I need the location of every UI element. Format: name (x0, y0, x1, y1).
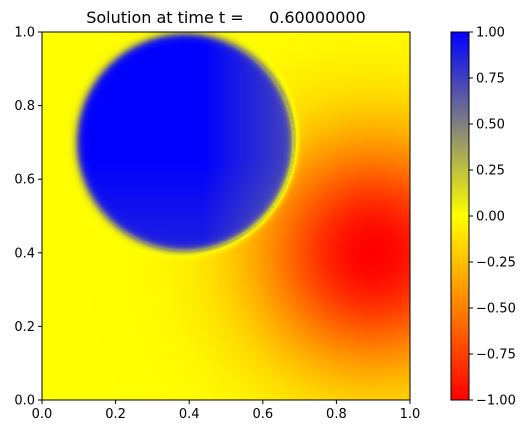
colorbar-ticks: −1.00 −0.75 −0.50 −0.25 0.00 0.25 0.50 0.75 1.00 (469, 26, 516, 409)
colorbar-tick-label: 0.50 (476, 118, 505, 133)
chart-title: Solution at time t = 0.60000000 (86, 8, 366, 27)
colorbar: −1.00 −0.75 −0.50 −0.25 0.00 0.25 0.50 0.75 1.00 (450, 26, 516, 409)
y-tick-label: 0.0 (14, 394, 35, 409)
y-tick-label: 0.4 (14, 246, 35, 261)
y-axis: 0.0 0.2 0.4 0.6 0.8 1.0 (14, 26, 42, 409)
plot-frame (41, 31, 411, 401)
x-axis: 0.0 0.2 0.4 0.6 0.8 1.0 (32, 400, 421, 422)
x-tick-label: 0.6 (252, 407, 273, 422)
colorbar-tick-label: −0.50 (476, 302, 516, 317)
x-tick-label: 0.4 (179, 407, 200, 422)
x-tick-label: 0.8 (326, 407, 347, 422)
colorbar-tick-label: 0.00 (476, 210, 505, 225)
y-tick-label: 0.8 (14, 99, 35, 114)
heatmap-image (42, 32, 410, 400)
x-tick-label: 1.0 (400, 407, 421, 422)
x-tick-label: 0.0 (32, 407, 53, 422)
colorbar-tick-label: −1.00 (476, 394, 516, 409)
y-tick-label: 1.0 (14, 26, 35, 41)
x-tick-label: 0.2 (105, 407, 126, 422)
heatmap-plot (41, 31, 411, 401)
colorbar-tick-label: 1.00 (476, 26, 505, 41)
y-tick-label: 0.2 (14, 320, 35, 335)
colorbar-tick-label: −0.25 (476, 256, 516, 271)
colorbar-tick-label: 0.75 (476, 72, 505, 87)
y-tick-label: 0.6 (14, 173, 35, 188)
colorbar-tick-label: 0.25 (476, 164, 505, 179)
colorbar-gradient (450, 31, 470, 401)
colorbar-tick-label: −0.75 (476, 348, 516, 363)
